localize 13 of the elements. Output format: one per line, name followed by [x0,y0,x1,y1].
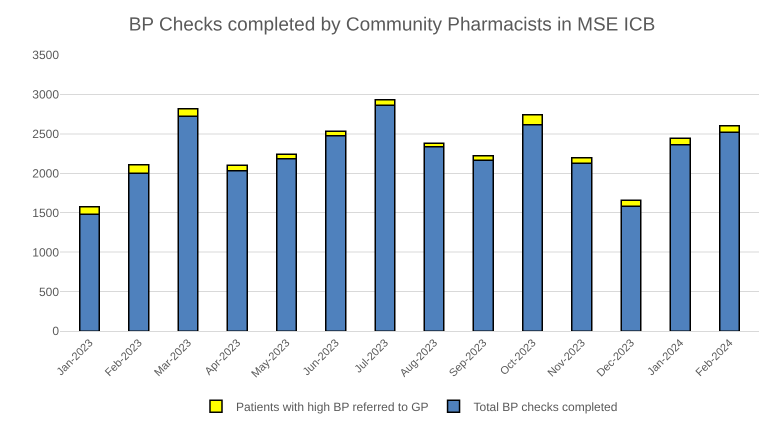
legend-label: Total BP checks completed [474,400,618,414]
y-tick-label: 2500 [32,127,60,142]
bar [276,158,298,331]
y-tick-label: 2000 [32,166,60,180]
y-tick-label: 1000 [32,245,60,260]
chart-title: BP Checks completed by Community Pharmacists in MSE ICB [128,14,656,36]
legend-label: Patients with high BP referred to GP [236,400,429,414]
y-tick-label: 500 [38,284,60,299]
y-tick-label: 1500 [32,206,60,220]
bar [424,146,445,331]
y-tick-label: 0 [52,324,60,338]
y-tick-label: 3500 [32,48,60,62]
y-tick-label: 3000 [32,88,60,102]
